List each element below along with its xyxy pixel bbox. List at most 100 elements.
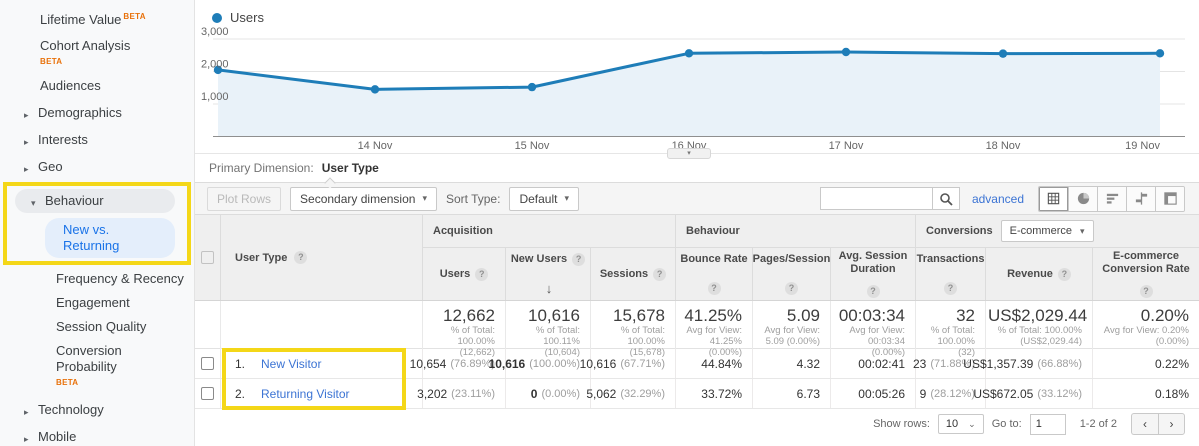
- help-icon[interactable]: ?: [653, 267, 667, 281]
- table-row: 1. New Visitor 10,654 (76.89%) 10,616 (100…: [195, 349, 1199, 379]
- next-page-button[interactable]: ›: [1158, 413, 1185, 435]
- group-header-behaviour: Behaviour: [675, 215, 915, 248]
- pivot-view-icon[interactable]: [1155, 186, 1184, 211]
- report-nav-sidebar: Lifetime Value BETA Cohort Analysis BETA …: [0, 0, 195, 446]
- sidebar-item-frequency-recency[interactable]: Frequency & Recency: [56, 271, 184, 286]
- row-checkbox[interactable]: [201, 357, 214, 370]
- sidebar-item-cohort-analysis[interactable]: Cohort Analysis BETA: [0, 34, 194, 74]
- table-row: 2. Returning Visitor 3,202 (23.11%) 0 (0.0…: [195, 379, 1199, 409]
- chevron-down-icon: ▾: [564, 193, 570, 203]
- column-header-transactions[interactable]: Transactions?: [915, 248, 985, 300]
- sidebar-item-new-vs-returning[interactable]: New vs. Returning: [45, 218, 175, 258]
- primary-dimension-row: Primary Dimension: User Type: [195, 154, 1199, 182]
- show-rows-select[interactable]: 10 ⌄: [937, 414, 984, 434]
- group-header-conversions: Conversions E-commerce ▾: [915, 215, 1199, 248]
- toolbar-right-controls: advanced: [819, 185, 1185, 212]
- users-series-dot-icon: [212, 12, 222, 23]
- sidebar-item-conversion-probability[interactable]: Conversion Probability BETA: [0, 339, 194, 395]
- percentage-view-icon[interactable]: [1068, 186, 1097, 211]
- beta-badge: BETA: [56, 378, 79, 387]
- help-icon[interactable]: ?: [866, 285, 880, 298]
- search-icon: [940, 192, 953, 206]
- totals-new-users: 10,616 % of Total: 100.11% (10,604): [505, 301, 590, 358]
- help-icon[interactable]: ?: [785, 281, 798, 295]
- returning-visitor-link[interactable]: Returning Visitor: [261, 386, 350, 401]
- pagination: ‹ ›: [1131, 413, 1185, 435]
- sidebar-item-behaviour[interactable]: ▾ Behaviour: [15, 189, 175, 213]
- svg-text:15 Nov: 15 Nov: [515, 140, 550, 152]
- conversions-segment-dropdown[interactable]: E-commerce ▾: [1000, 220, 1094, 242]
- sidebar-item-demographics[interactable]: ▸ Demographics: [0, 101, 194, 125]
- sidebar-item-session-quality[interactable]: Session Quality: [56, 319, 147, 334]
- svg-text:3,000: 3,000: [201, 27, 229, 38]
- primary-dimension-user-type-tab[interactable]: User Type: [321, 161, 379, 175]
- sort-type-label: Sort Type:: [445, 191, 501, 206]
- secondary-dimension-dropdown[interactable]: Secondary dimension ▾: [290, 186, 437, 211]
- chevron-right-icon: ▸: [24, 407, 29, 417]
- totals-bounce-rate: 41.25% Avg for View: 41.25% (0.00%): [675, 301, 752, 358]
- help-icon[interactable]: ?: [1139, 285, 1153, 298]
- data-table: User Type ? Acquisition Behaviour Conver…: [195, 215, 1199, 410]
- chevron-down-icon: ▾: [1079, 225, 1085, 236]
- sidebar-item-mobile[interactable]: ▸ Mobile: [0, 425, 194, 446]
- svg-text:14 Nov: 14 Nov: [358, 140, 393, 152]
- select-all-checkbox[interactable]: [201, 251, 214, 264]
- sidebar-item-interests[interactable]: ▸ Interests: [0, 128, 194, 152]
- chevron-down-icon: ▾: [31, 198, 36, 208]
- column-header-bounce-rate[interactable]: Bounce Rate?: [675, 248, 752, 300]
- svg-text:19 Nov: 19 Nov: [1125, 140, 1160, 152]
- column-header-sessions[interactable]: Sessions?: [590, 248, 675, 300]
- beta-badge: BETA: [40, 57, 63, 66]
- row-checkbox[interactable]: [201, 387, 214, 400]
- sort-type-dropdown[interactable]: Default ▾: [509, 186, 580, 211]
- primary-dimension-label: Primary Dimension:: [209, 161, 314, 175]
- column-header-ecommerce-conversion-rate[interactable]: E-commerce Conversion Rate?: [1092, 248, 1199, 300]
- new-visitor-link[interactable]: New Visitor: [261, 356, 322, 371]
- chevron-right-icon: ▸: [24, 110, 29, 120]
- advanced-filter-link[interactable]: advanced: [971, 191, 1024, 206]
- chevron-right-icon: ▸: [24, 137, 29, 147]
- search-input[interactable]: [819, 187, 932, 210]
- svg-text:18 Nov: 18 Nov: [986, 140, 1021, 152]
- sidebar-item-geo[interactable]: ▸ Geo: [0, 155, 194, 179]
- totals-ecommerce-conversion-rate: 0.20% Avg for View: 0.20% (0.00%): [1092, 301, 1199, 358]
- column-header-avg-session-duration[interactable]: Avg. Session Duration?: [830, 248, 915, 300]
- search-button[interactable]: [931, 187, 960, 210]
- beta-badge: BETA: [123, 12, 146, 21]
- table-view-icon[interactable]: [1039, 186, 1068, 211]
- table-header: User Type ? Acquisition Behaviour Conver…: [195, 215, 1199, 301]
- sidebar-item-technology[interactable]: ▸ Technology: [0, 398, 194, 422]
- help-icon[interactable]: ?: [572, 253, 586, 267]
- sidebar-item-lifetime-value[interactable]: Lifetime Value BETA: [40, 12, 146, 27]
- chevron-right-icon: ▸: [24, 434, 29, 444]
- chevron-right-icon: ▸: [24, 164, 29, 174]
- goto-page-input[interactable]: [1029, 413, 1066, 435]
- column-header-users[interactable]: Users?: [422, 248, 505, 300]
- totals-sessions: 15,678 % of Total: 100.00% (15,678): [590, 301, 675, 358]
- view-switcher: [1038, 185, 1185, 212]
- sidebar-item-audiences[interactable]: Audiences: [40, 78, 101, 93]
- svg-text:17 Nov: 17 Nov: [829, 140, 864, 152]
- chart-collapse-handle[interactable]: ▾: [667, 148, 711, 159]
- sidebar-item-engagement[interactable]: Engagement: [56, 295, 130, 310]
- table-footer: Show rows: 10 ⌄ Go to: 1-2 of 2 ‹ ›: [195, 409, 1199, 439]
- column-header-pages-session[interactable]: Pages/Session?: [752, 248, 830, 300]
- report-main-panel: Users 1,000 2,000 3,000 14 Nov 15 Nov 16 Nov 1…: [195, 0, 1199, 446]
- goto-label: Go to:: [991, 418, 1022, 430]
- help-icon[interactable]: ?: [1057, 267, 1071, 281]
- help-icon[interactable]: ?: [294, 251, 308, 264]
- column-header-revenue[interactable]: Revenue?: [985, 248, 1092, 300]
- plot-rows-button[interactable]: Plot Rows: [207, 186, 282, 211]
- help-icon[interactable]: ?: [707, 281, 721, 295]
- column-header-new-users[interactable]: New Users? ↓: [505, 248, 590, 300]
- performance-view-icon[interactable]: [1097, 186, 1126, 211]
- column-header-user-type[interactable]: User Type ?: [220, 215, 422, 300]
- help-icon[interactable]: ?: [475, 267, 489, 281]
- prev-page-button[interactable]: ‹: [1131, 413, 1158, 435]
- comparison-view-icon[interactable]: [1126, 186, 1155, 211]
- table-search: [819, 187, 960, 210]
- help-icon[interactable]: ?: [944, 281, 957, 295]
- report-toolbar: Plot Rows Secondary dimension ▾ Sort Typ…: [195, 177, 1199, 215]
- users-chart-section: Users 1,000 2,000 3,000 14 Nov 15 Nov 16 Nov 1…: [195, 0, 1199, 159]
